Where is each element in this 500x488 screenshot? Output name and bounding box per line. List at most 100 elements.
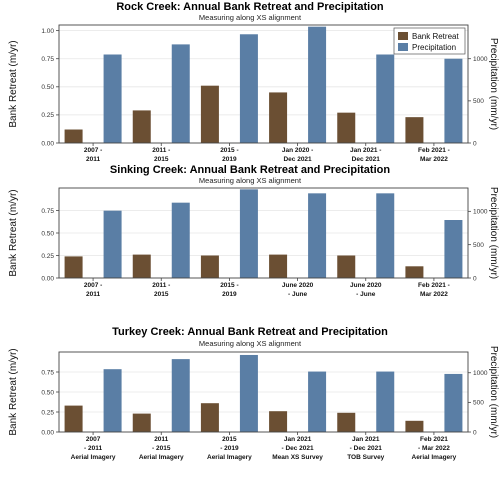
bank-retreat-bar	[269, 254, 288, 278]
legend-swatch	[398, 32, 408, 40]
plot-frame	[58, 351, 469, 433]
x-category-label: Dec 2021	[352, 156, 381, 163]
precipitation-bar	[103, 54, 122, 143]
precipitation-bar	[308, 371, 327, 432]
bank-retreat-bar	[64, 129, 83, 143]
x-category-label: Feb 2021 -	[418, 147, 450, 154]
left-tick-label: 0.75	[41, 208, 54, 215]
chart-title: Rock Creek: Annual Bank Retreat and Prec…	[116, 1, 384, 13]
y-axis-title: Bank Retreat (m/yr)	[8, 40, 19, 127]
x-category-label: Jan 2020 -	[282, 147, 313, 154]
right-tick-label: 500	[473, 242, 484, 249]
x-category-label: 2019	[222, 156, 237, 163]
x-category-label: - 2015	[152, 445, 171, 452]
bank-retreat-bar	[200, 403, 219, 432]
right-tick-label: 500	[473, 400, 484, 407]
chart-panel-2: Sinking Creek: Annual Bank Retreat and P…	[8, 164, 499, 298]
bank-retreat-bar	[405, 420, 424, 432]
x-category-label: June 2020	[350, 282, 382, 289]
x-category-label: Mar 2022	[420, 156, 448, 163]
x-category-label: Aerial Imagery	[139, 454, 184, 461]
y2-axis-title: Precipitation (mm/yr)	[488, 346, 499, 438]
x-category-label: Mar 2022	[420, 291, 448, 298]
bank-retreat-bar	[132, 254, 151, 278]
x-category-label: - June	[288, 291, 308, 298]
precipitation-bar	[239, 354, 258, 432]
precipitation-bar	[308, 193, 327, 278]
bank-retreat-bar	[405, 266, 424, 278]
x-category-label: 2015	[154, 156, 169, 163]
x-category-label: 2015	[222, 436, 237, 443]
x-category-label: 2011 -	[152, 282, 170, 289]
bank-retreat-bar	[337, 112, 356, 143]
chart-subtitle: Measuring along XS alignment	[199, 176, 302, 185]
x-category-label: Mean XS Survey	[272, 454, 323, 461]
x-category-label: Feb 2021	[420, 436, 448, 443]
bank-retreat-bar	[132, 110, 151, 143]
bank-retreat-bar	[269, 92, 288, 143]
x-category-label: - Dec 2021	[281, 445, 314, 452]
precipitation-bar	[239, 189, 258, 278]
legend-entry: Precipitation	[412, 43, 456, 52]
left-tick-label: 0.50	[41, 84, 54, 91]
chart-subtitle: Measuring along XS alignment	[199, 13, 302, 22]
chart-title: Sinking Creek: Annual Bank Retreat and P…	[110, 164, 390, 176]
legend: Bank Retreat Precipitation	[393, 27, 466, 55]
precipitation-bar	[444, 220, 463, 278]
precipitation-bar	[376, 371, 395, 432]
right-tick-label: 1000	[473, 209, 488, 216]
x-category-label: Aerial Imagery	[207, 454, 252, 461]
x-category-label: 2007 -	[84, 282, 102, 289]
precipitation-bar	[444, 58, 463, 143]
precipitation-bar	[376, 54, 395, 143]
precipitation-bar	[239, 34, 258, 144]
chart-panel-1: Rock Creek: Annual Bank Retreat and Prec…	[8, 1, 499, 163]
left-tick-label: 0.00	[41, 429, 54, 436]
precipitation-bar	[171, 44, 190, 144]
x-category-label: Jan 2021	[352, 436, 380, 443]
left-tick-label: 0.25	[41, 112, 54, 119]
chart-panel-3: Turkey Creek: Annual Bank Retreat and Pr…	[8, 326, 499, 461]
y2-axis-title: Precipitation (mm/yr)	[488, 187, 499, 279]
x-category-label: 2011	[86, 156, 100, 163]
x-category-label: 2011	[86, 291, 100, 298]
bank-retreat-bar	[64, 405, 83, 432]
x-category-label: 2015 -	[220, 147, 238, 154]
x-category-label: 2011	[154, 436, 168, 443]
left-tick-label: 0.00	[41, 275, 54, 282]
precipitation-bar	[171, 359, 190, 432]
y-axis-title: Bank Retreat (m/yr)	[8, 189, 19, 276]
x-category-label: 2015 -	[220, 282, 238, 289]
precipitation-bar	[171, 202, 190, 278]
x-category-label: 2007 -	[84, 147, 102, 154]
left-tick-label: 0.00	[41, 140, 54, 147]
plot-frame	[58, 187, 469, 279]
right-tick-label: 1000	[473, 56, 488, 63]
bank-retreat-bar	[200, 85, 219, 143]
bank-retreat-bar	[64, 256, 83, 278]
x-category-label: - Dec 2021	[350, 445, 383, 452]
x-category-label: - 2011	[84, 445, 102, 452]
x-category-label: - 2019	[220, 445, 239, 452]
legend-swatch	[398, 43, 408, 51]
x-category-label: June 2020	[282, 282, 314, 289]
chart-title: Turkey Creek: Annual Bank Retreat and Pr…	[112, 326, 388, 338]
bank-retreat-bar	[132, 413, 151, 432]
x-category-label: Aerial Imagery	[412, 454, 457, 461]
bank-retreat-bar	[269, 411, 288, 432]
right-tick-label: 0	[473, 429, 477, 436]
precipitation-bar	[444, 373, 463, 432]
x-category-label: 2015	[154, 291, 169, 298]
left-tick-label: 0.25	[41, 253, 54, 260]
left-tick-label: 0.50	[41, 230, 54, 237]
x-category-label: Jan 2021	[284, 436, 312, 443]
x-category-label: Jan 2021 -	[350, 147, 381, 154]
right-tick-label: 0	[473, 275, 477, 282]
bank-retreat-bar	[200, 255, 219, 278]
left-tick-label: 0.25	[41, 409, 54, 416]
x-category-label: 2019	[222, 291, 237, 298]
x-category-label: 2011 -	[152, 147, 170, 154]
x-category-label: TOB Survey	[347, 454, 384, 461]
bank-retreat-bar	[337, 255, 356, 278]
